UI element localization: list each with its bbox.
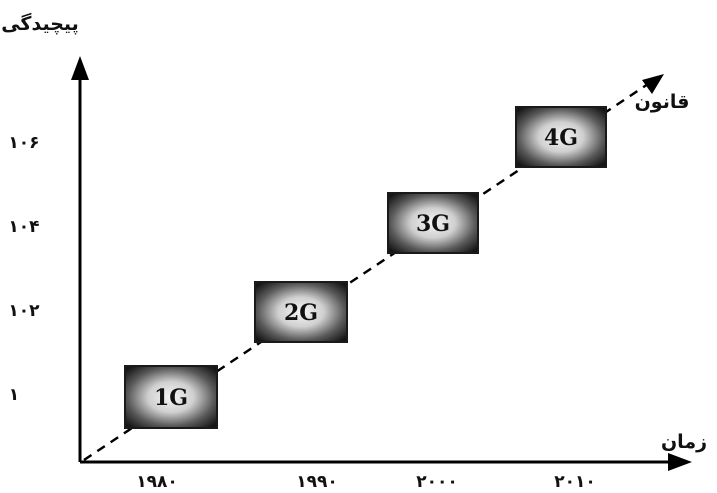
generation-box-4g: 4G xyxy=(515,106,607,168)
y-tick-label: ۱۰۶ xyxy=(8,133,39,153)
generation-box-2g: 2G xyxy=(254,281,348,343)
generation-label: 1G xyxy=(154,385,188,411)
x-tick-label: ۱۹۸۰ xyxy=(136,472,178,492)
generation-label: 4G xyxy=(544,125,578,151)
x-tick-label: ۱۹۹۰ xyxy=(296,472,338,492)
generation-box-3g: 3G xyxy=(387,192,479,254)
x-axis-arrow-icon xyxy=(668,453,692,471)
x-axis-title: زمان xyxy=(661,431,707,453)
x-tick-label: ۲۰۰۰ xyxy=(416,472,458,492)
y-axis-arrow-icon xyxy=(71,56,89,80)
y-axis-title: پیچیدگی xyxy=(1,12,79,35)
generation-box-1g: 1G xyxy=(124,365,218,429)
y-tick-label: ۱۰۴ xyxy=(8,217,39,237)
generation-label: 3G xyxy=(416,211,450,237)
y-tick-label: ۱۰۲ xyxy=(8,301,40,321)
y-tick-label: ۱ xyxy=(9,385,19,405)
trend-label: قانون xyxy=(635,91,690,113)
generation-label: 2G xyxy=(284,300,318,326)
trend-arrow-icon xyxy=(642,74,664,94)
x-tick-label: ۲۰۱۰ xyxy=(554,472,596,492)
